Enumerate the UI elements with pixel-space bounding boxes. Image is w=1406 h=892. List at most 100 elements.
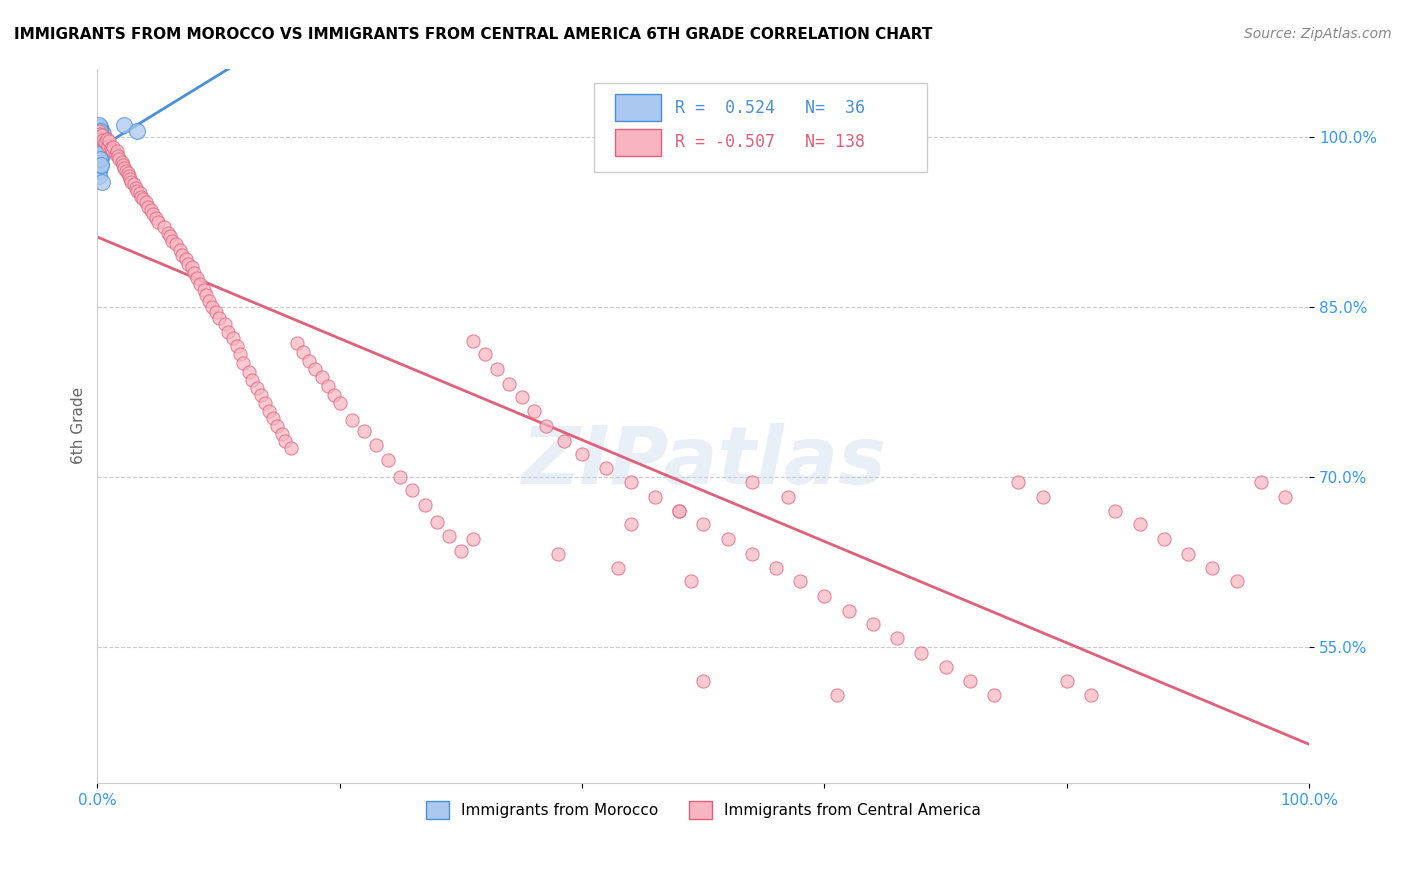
Point <box>250 388 273 402</box>
Point <box>450 543 472 558</box>
Point <box>93 133 115 147</box>
Point <box>120 171 142 186</box>
Point <box>90 122 112 136</box>
Point <box>117 166 139 180</box>
Legend: Immigrants from Morocco, Immigrants from Central America: Immigrants from Morocco, Immigrants from… <box>420 795 987 825</box>
Point <box>165 237 187 252</box>
Point <box>90 129 112 144</box>
Point <box>225 339 247 353</box>
Point <box>270 426 292 441</box>
Point <box>292 345 315 359</box>
Point <box>190 277 212 291</box>
Point <box>87 124 110 138</box>
Point <box>105 145 128 159</box>
Point <box>238 366 260 380</box>
Point <box>89 143 111 157</box>
Point <box>156 226 179 240</box>
Point <box>90 140 112 154</box>
Point <box>153 220 176 235</box>
Point <box>353 425 375 439</box>
Point <box>193 283 215 297</box>
Point <box>437 529 460 543</box>
Point <box>765 560 787 574</box>
Point <box>681 574 703 589</box>
Point <box>104 146 127 161</box>
Point <box>89 124 111 138</box>
Point <box>741 547 763 561</box>
Point <box>183 266 205 280</box>
Point <box>364 438 387 452</box>
Point <box>1201 560 1223 574</box>
Point <box>111 158 134 172</box>
Point <box>177 257 200 271</box>
Point <box>139 203 162 218</box>
Point <box>692 517 714 532</box>
Point <box>101 143 124 157</box>
Point <box>322 388 344 402</box>
Point <box>87 158 110 172</box>
Point <box>174 252 197 266</box>
Point <box>91 128 114 143</box>
Point <box>93 128 115 142</box>
FancyBboxPatch shape <box>614 95 661 121</box>
Point <box>716 532 738 546</box>
Point <box>107 149 129 163</box>
Point <box>813 589 835 603</box>
Point <box>253 396 276 410</box>
Point <box>89 132 111 146</box>
Point <box>145 211 167 226</box>
Point <box>259 404 281 418</box>
Point <box>523 404 546 418</box>
Point <box>229 347 252 361</box>
Y-axis label: 6th Grade: 6th Grade <box>72 387 86 465</box>
Point <box>91 175 114 189</box>
Point <box>595 460 617 475</box>
Point <box>89 120 111 135</box>
Text: R =  0.524   N=  36: R = 0.524 N= 36 <box>675 99 866 117</box>
Point <box>619 475 641 490</box>
Point <box>186 271 208 285</box>
Point <box>91 125 114 139</box>
Point <box>205 305 228 319</box>
Point <box>692 673 714 688</box>
Point <box>1104 504 1126 518</box>
Point <box>87 163 110 178</box>
Point <box>1080 688 1102 702</box>
Point <box>285 336 308 351</box>
Point <box>91 136 114 151</box>
Point <box>180 260 202 274</box>
Point <box>115 163 138 178</box>
Point <box>1056 673 1078 688</box>
Point <box>266 418 288 433</box>
Point <box>486 362 509 376</box>
Point <box>87 124 110 138</box>
Point <box>329 396 352 410</box>
Point <box>172 247 194 261</box>
Point <box>90 151 112 165</box>
Point <box>1250 475 1272 490</box>
Point <box>214 317 236 331</box>
Point <box>91 135 114 149</box>
Point <box>122 178 145 192</box>
Point <box>93 135 115 149</box>
Point <box>389 470 412 484</box>
Point <box>195 288 218 302</box>
Point <box>246 381 269 395</box>
Point <box>789 574 811 589</box>
Point <box>778 490 800 504</box>
Point <box>90 132 112 146</box>
Point <box>498 376 520 391</box>
Point <box>280 442 302 456</box>
Text: ZIPatlas: ZIPatlas <box>520 423 886 500</box>
Point <box>125 180 148 194</box>
Point <box>96 132 118 146</box>
Point <box>146 214 169 228</box>
Point <box>862 617 884 632</box>
Point <box>89 128 111 142</box>
Point <box>935 660 957 674</box>
Point <box>90 158 112 172</box>
Point <box>159 229 181 244</box>
Point <box>108 153 131 167</box>
Point <box>242 373 264 387</box>
Point <box>118 169 141 184</box>
